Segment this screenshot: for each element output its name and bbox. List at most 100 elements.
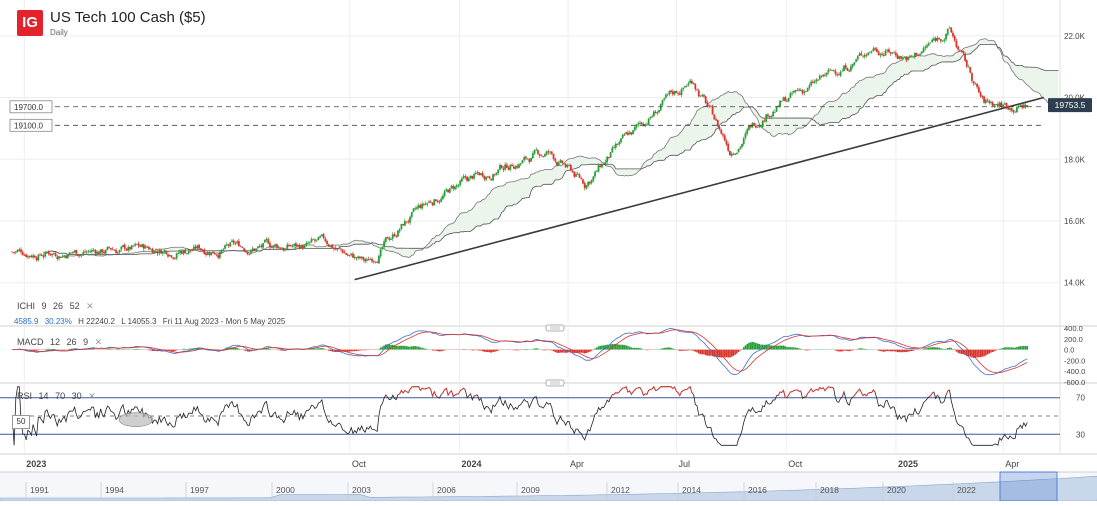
candle [1011,107,1013,112]
navigator-year-label: 2018 [820,485,839,495]
macd-histogram-bar [988,350,990,354]
macd-histogram-bar [176,350,178,351]
macd-histogram-bar [409,347,411,350]
navigator-selection[interactable] [1000,472,1057,501]
candle [674,91,676,96]
candle [862,55,864,58]
candle-body [221,250,223,253]
macd-histogram-bar [553,350,555,352]
candle [513,164,515,168]
macd-histogram-bar [551,350,553,351]
candle [791,91,793,96]
ichimoku-stat-value: 4585.9 [14,317,38,326]
candle [129,247,131,251]
candle-body [499,165,501,170]
candle-body [433,199,435,205]
candle-body [292,246,294,247]
logo: IG [17,10,43,36]
candle [352,252,354,258]
macd-histogram-bar [907,350,909,352]
macd-histogram-bar [549,350,551,351]
candle-body [726,141,728,145]
candle-body [703,95,705,97]
macd-histogram-bar [923,349,925,350]
candle-body [94,250,96,253]
candle-body [108,247,110,248]
candle-body [307,243,309,244]
candle-body [314,240,316,241]
candle [732,153,734,156]
candle-body [492,174,494,180]
panel-resize-handle[interactable] [546,380,564,386]
candle [148,246,150,250]
candle-body [463,176,465,178]
candle [985,98,987,104]
candle-body [961,51,963,52]
macd-histogram-bar [888,350,890,352]
macd-histogram-bar [188,349,190,350]
macd-histogram-bar [631,348,633,350]
macd-histogram-bar [969,350,971,357]
candle [942,40,944,42]
macd-histogram-bar [696,350,698,353]
candle-body [1019,105,1021,106]
candle [483,175,485,181]
candle [1025,103,1027,109]
rsi-close-icon[interactable]: ✕ [88,391,96,401]
candle-body [169,255,171,256]
candle-body [769,116,771,117]
candle-body [77,254,79,256]
macd-histogram-bar [741,349,743,350]
candle [152,248,154,253]
candle-body [437,201,439,202]
candle [812,79,814,83]
candle [373,260,375,263]
candle-body [1002,105,1004,106]
candle-body [67,254,69,258]
candle [976,83,978,89]
candle-body [656,112,658,113]
candle [342,249,344,254]
macd-close-icon[interactable]: ✕ [95,337,103,347]
navigator-year-label: 2006 [437,485,456,495]
candle-body [962,51,964,53]
candle [445,188,447,192]
candle-body [610,152,612,158]
candle [591,180,593,185]
candle [670,89,672,93]
candle-body [736,153,738,154]
macd-histogram-bar [491,350,493,353]
candle [262,243,264,249]
candle-body [86,252,88,253]
candle-body [89,251,91,252]
candle-body [181,251,183,254]
macd-histogram-bar [838,350,840,352]
candle-body [938,38,940,39]
y-tick-label: 20.0K [1064,94,1086,103]
candle-body [980,92,982,96]
panel-resize-handle[interactable] [546,325,564,331]
y-tick-label: 14.0K [1064,279,1086,288]
candle [539,153,541,157]
candle [1014,111,1016,113]
candle [369,257,371,260]
candle [547,149,549,154]
candle-body [698,90,700,96]
rsi-param-2: 70 [55,391,65,401]
macd-histogram-bar [482,350,484,352]
candle [162,251,164,256]
macd-y-tick-label: 200.0 [1064,335,1083,344]
candle [397,230,399,237]
macd-histogram-bar [544,350,546,351]
candle-body [101,249,103,252]
macd-histogram-bar [537,349,539,350]
candle-body [48,252,50,254]
macd-histogram-bar [190,349,192,350]
candle-body [255,249,257,250]
ichimoku-close-icon[interactable]: ✕ [86,301,94,311]
macd-histogram-bar [93,349,95,350]
candle [950,27,952,33]
candle-body [231,241,233,242]
